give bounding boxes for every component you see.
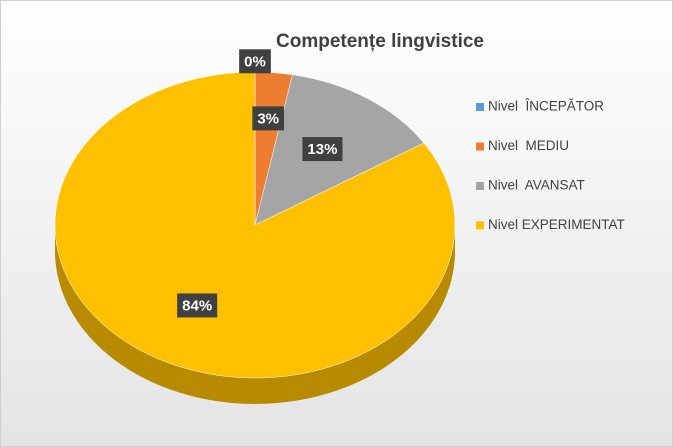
data-label: 3% — [252, 106, 285, 131]
pie-slice — [54, 71, 456, 379]
legend-label: Nivel ÎNCEPĂTOR — [488, 99, 604, 114]
legend-label: Nivel EXPERIMENTAT — [488, 217, 625, 232]
data-label-text: 84% — [182, 297, 212, 314]
legend-swatch — [476, 142, 484, 151]
data-label-box — [177, 293, 218, 318]
legend-swatch — [476, 103, 484, 111]
data-label-box — [252, 106, 285, 131]
data-label-box — [239, 49, 271, 74]
data-label: 84% — [177, 293, 218, 318]
data-label-text: 0% — [244, 53, 266, 70]
data-label-text: 13% — [307, 141, 337, 158]
legend-label: Nivel MEDIU — [488, 138, 569, 153]
pie-side — [55, 225, 455, 404]
legend-label: Nivel AVANSAT — [488, 178, 585, 193]
data-label-box — [302, 137, 343, 162]
data-label: 0% — [239, 49, 271, 74]
legend-swatch — [476, 221, 484, 230]
data-label-text: 3% — [257, 110, 279, 127]
data-label: 13% — [302, 137, 343, 162]
legend-swatch — [476, 182, 484, 190]
chart-title: Competențe lingvistice — [276, 31, 484, 52]
